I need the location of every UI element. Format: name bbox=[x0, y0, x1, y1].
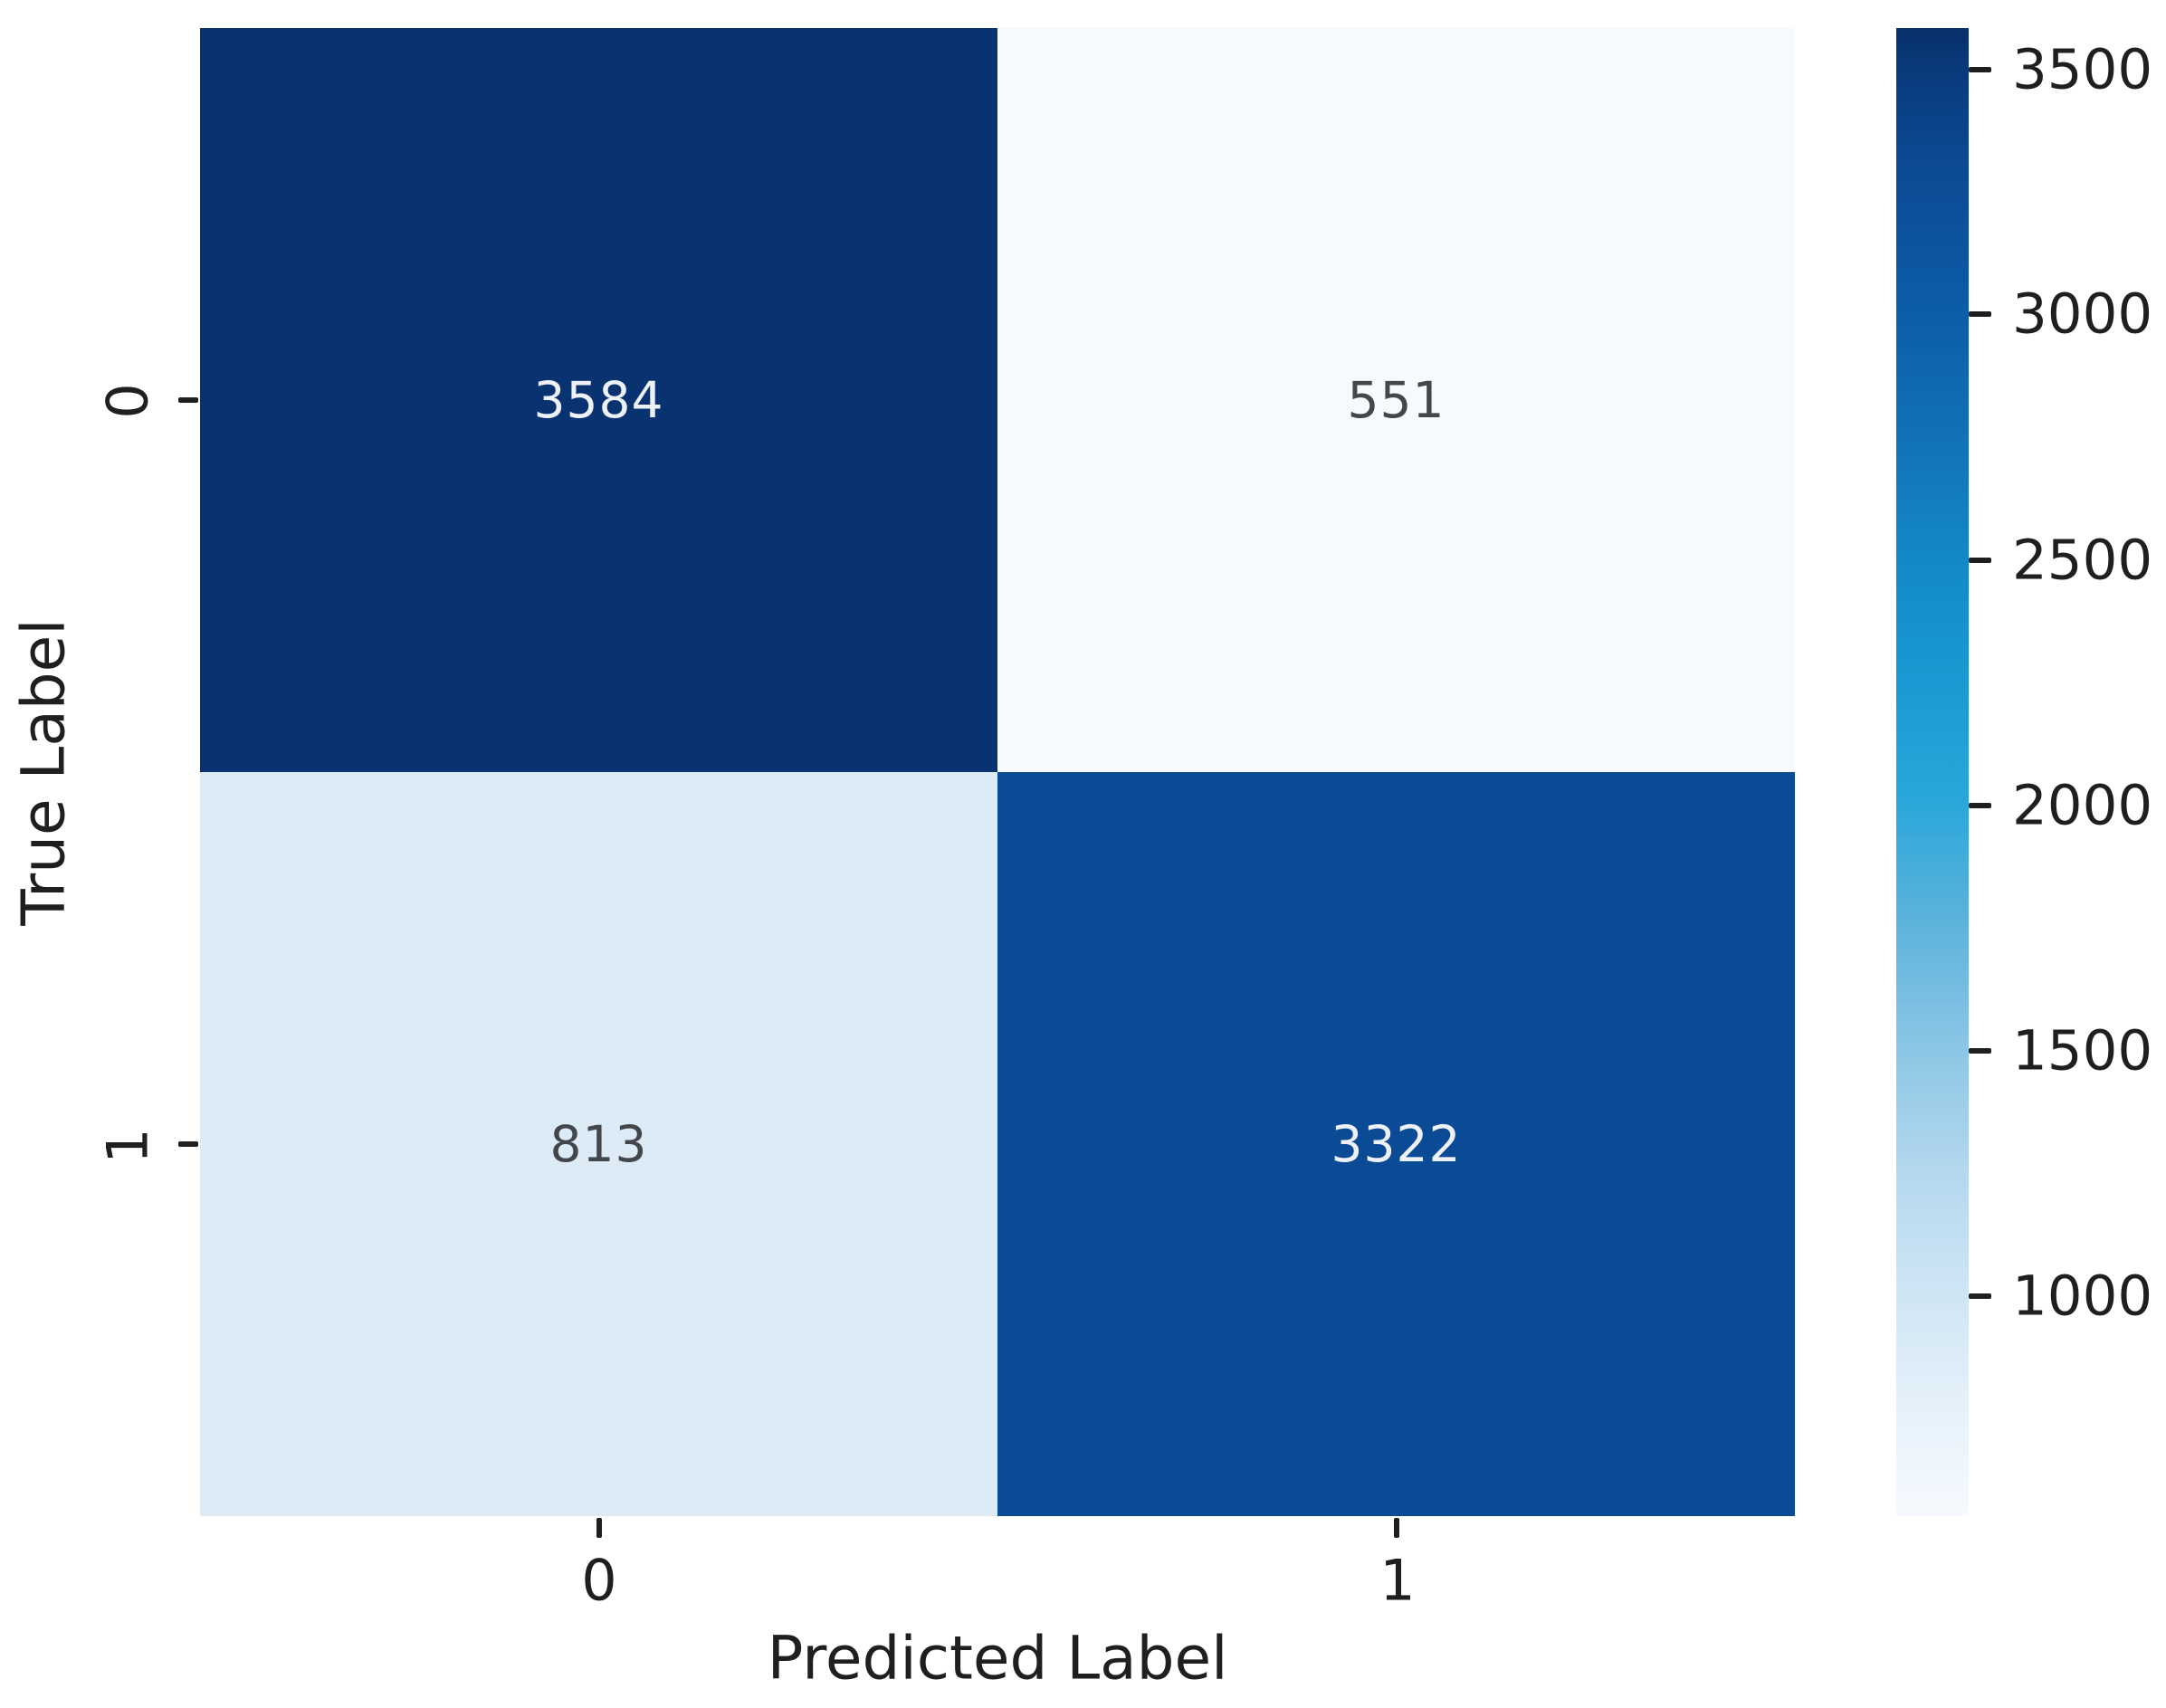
colorbar-tick-mark bbox=[1969, 1047, 1991, 1054]
y-tick-label-0: 0 bbox=[94, 383, 161, 419]
cell-true1-pred0: 813 bbox=[200, 772, 997, 1516]
colorbar-tick-label: 2000 bbox=[2012, 773, 2153, 838]
y-axis-title: True Label bbox=[8, 618, 79, 926]
colorbar-tick-mark bbox=[1969, 557, 1991, 563]
x-tick-mark-1 bbox=[1394, 1518, 1399, 1538]
cell-value-true0-pred1: 551 bbox=[1347, 371, 1446, 429]
heatmap-grid: 3584 551 813 3322 bbox=[200, 28, 1795, 1516]
colorbar-tick-label: 2500 bbox=[2012, 528, 2153, 593]
colorbar bbox=[1896, 28, 1969, 1516]
colorbar-tick-mark bbox=[1969, 311, 1991, 318]
colorbar-tick-mark bbox=[1969, 1293, 1991, 1299]
colorbar-tick-mark bbox=[1969, 66, 1991, 72]
cell-true0-pred0: 3584 bbox=[200, 28, 997, 772]
colorbar-tick-label: 3000 bbox=[2012, 281, 2153, 347]
colorbar-tick-label: 3500 bbox=[2012, 37, 2153, 102]
cell-value-true0-pred0: 3584 bbox=[533, 371, 664, 429]
colorbar-ticks: 3500 3000 2500 2000 1500 1000 bbox=[1896, 28, 2152, 1516]
colorbar-tick-mark bbox=[1969, 802, 1991, 808]
y-tick-mark-0 bbox=[178, 397, 198, 403]
x-tick-mark-0 bbox=[596, 1518, 602, 1538]
cell-true1-pred1: 3322 bbox=[997, 772, 1795, 1516]
x-axis-title: Predicted Label bbox=[767, 1623, 1228, 1694]
x-tick-label-0: 0 bbox=[581, 1547, 617, 1614]
cell-value-true1-pred1: 3322 bbox=[1331, 1115, 1462, 1173]
y-tick-label-1: 1 bbox=[94, 1128, 161, 1164]
colorbar-tick-label: 1000 bbox=[2012, 1264, 2153, 1329]
cell-value-true1-pred0: 813 bbox=[549, 1115, 648, 1173]
cell-true0-pred1: 551 bbox=[997, 28, 1795, 772]
colorbar-tick-label: 1500 bbox=[2012, 1018, 2153, 1083]
y-tick-mark-1 bbox=[178, 1141, 198, 1147]
x-tick-label-1: 1 bbox=[1379, 1547, 1416, 1614]
